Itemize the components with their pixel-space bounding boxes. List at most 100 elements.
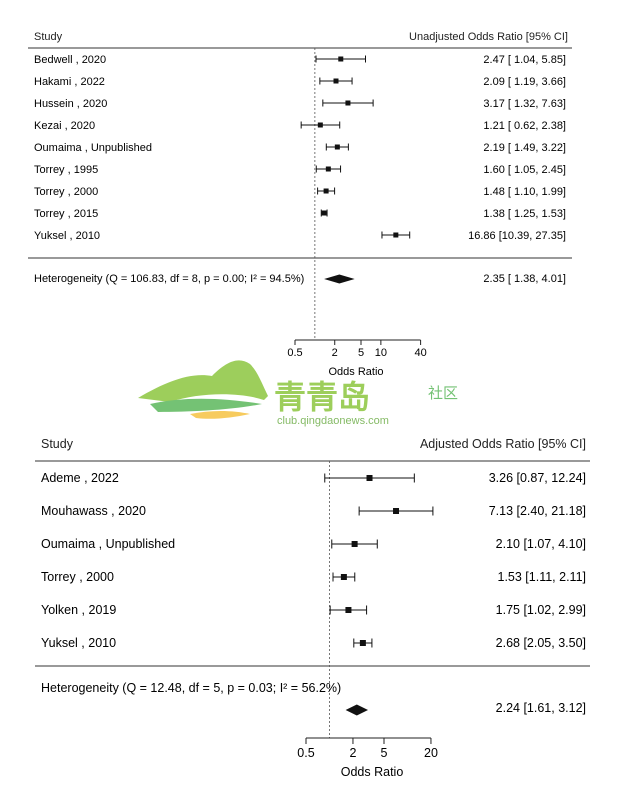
effect-text: 1.38 [ 1.25, 1.53]: [483, 208, 566, 220]
effect-text: 2.10 [1.07, 4.10]: [496, 537, 586, 551]
forest-plot-unadjusted: Study Unadjusted Odds Ratio [95% CI] Bed…: [28, 31, 572, 378]
study-label: Kezai , 2020: [34, 120, 95, 132]
study-row: Kezai , 2020 1.21 [ 0.62, 2.38]: [34, 120, 566, 132]
point-estimate: [393, 232, 399, 238]
point-estimate: [359, 640, 366, 646]
watermark-suffix: 社区: [428, 385, 458, 402]
forest-plot-adjusted: Study Adjusted Odds Ratio [95% CI] Ademe…: [35, 437, 590, 779]
mountain-logo-icon: [138, 360, 268, 419]
x-tick: 5: [381, 738, 388, 760]
study-label: Ademe , 2022: [41, 471, 119, 485]
study-label: Hussein , 2020: [34, 98, 107, 110]
point-estimate: [340, 574, 347, 580]
effect-text: 2.09 [ 1.19, 3.66]: [483, 76, 566, 88]
study-row: Torrey , 1995 1.60 [ 1.05, 2.45]: [34, 164, 566, 176]
x-tick-label: 5: [358, 347, 364, 359]
study-label: Oumaima , Unpublished: [34, 142, 152, 154]
study-label: Torrey , 1995: [34, 164, 98, 176]
summary-diamond: [345, 704, 369, 716]
x-tick: 10: [375, 340, 387, 359]
study-rows: Ademe , 2022 3.26 [0.87, 12.24] Mouhawas…: [41, 471, 586, 650]
point-estimate: [334, 144, 340, 150]
x-tick-label: 2: [349, 746, 356, 760]
x-tick: 20: [424, 738, 438, 760]
study-row: Hussein , 2020 3.17 [ 1.32, 7.63]: [34, 98, 566, 110]
watermark: 青青岛 社区 club.qingdaonews.com: [138, 360, 458, 427]
effect-text: 2.47 [ 1.04, 5.85]: [483, 54, 566, 66]
study-label: Torrey , 2015: [34, 208, 98, 220]
study-row: Mouhawass , 2020 7.13 [2.40, 21.18]: [41, 504, 586, 518]
study-label: Torrey , 2000: [41, 570, 114, 584]
effect-text: 1.75 [1.02, 2.99]: [496, 603, 586, 617]
study-label: Torrey , 2000: [34, 186, 98, 198]
study-row: Hakami , 2022 2.09 [ 1.19, 3.66]: [34, 76, 566, 88]
effect-text: 1.53 [1.11, 2.11]: [498, 570, 587, 584]
summary-row: Heterogeneity (Q = 106.83, df = 8, p = 0…: [34, 273, 566, 285]
header-study: Study: [41, 437, 74, 451]
study-label: Mouhawass , 2020: [41, 504, 146, 518]
summary-effect-text: 2.35 [ 1.38, 4.01]: [483, 273, 566, 285]
study-row: Ademe , 2022 3.26 [0.87, 12.24]: [41, 471, 586, 485]
x-tick: 0.5: [297, 738, 315, 760]
x-tick-label: 20: [424, 746, 438, 760]
point-estimate: [366, 475, 373, 481]
study-row: Yolken , 2019 1.75 [1.02, 2.99]: [41, 603, 586, 617]
effect-text: 1.48 [ 1.10, 1.99]: [483, 186, 566, 198]
x-tick: 2: [349, 738, 356, 760]
summary-row: Heterogeneity (Q = 12.48, df = 5, p = 0.…: [41, 681, 586, 716]
effect-text: 3.26 [0.87, 12.24]: [489, 471, 586, 485]
x-axis-title: Odds Ratio: [341, 765, 404, 779]
x-tick-label: 2: [332, 347, 338, 359]
heterogeneity-label: Heterogeneity (Q = 106.83, df = 8, p = 0…: [34, 273, 304, 285]
watermark-title: 青青岛: [274, 378, 370, 416]
point-estimate: [393, 508, 400, 514]
x-tick-label: 5: [381, 746, 388, 760]
x-tick-label: 40: [414, 347, 426, 359]
study-row: Yuksel , 2010 16.86 [10.39, 27.35]: [34, 230, 566, 242]
x-tick: 5: [358, 340, 364, 359]
effect-text: 2.19 [ 1.49, 3.22]: [483, 142, 566, 154]
point-estimate: [351, 541, 358, 547]
study-label: Yuksel , 2010: [34, 230, 100, 242]
effect-text: 16.86 [10.39, 27.35]: [468, 230, 566, 242]
summary-effect-text: 2.24 [1.61, 3.12]: [496, 701, 586, 715]
x-axis-title: Odds Ratio: [328, 366, 383, 378]
point-estimate: [333, 78, 339, 84]
header-effect: Adjusted Odds Ratio [95% CI]: [420, 437, 586, 451]
heterogeneity-label: Heterogeneity (Q = 12.48, df = 5, p = 0.…: [41, 681, 341, 695]
study-rows: Bedwell , 2020 2.47 [ 1.04, 5.85] Hakami…: [34, 54, 566, 242]
study-row: Bedwell , 2020 2.47 [ 1.04, 5.85]: [34, 54, 566, 66]
study-row: Torrey , 2000 1.53 [1.11, 2.11]: [41, 570, 586, 584]
study-label: Bedwell , 2020: [34, 54, 106, 66]
study-row: Oumaima , Unpublished 2.10 [1.07, 4.10]: [41, 537, 586, 551]
study-row: Torrey , 2015 1.38 [ 1.25, 1.53]: [34, 208, 566, 220]
x-tick: 40: [414, 340, 427, 359]
x-tick-label: 0.5: [297, 746, 314, 760]
watermark-url: club.qingdaonews.com: [277, 415, 389, 427]
point-estimate: [325, 166, 331, 172]
study-label: Oumaima , Unpublished: [41, 537, 175, 551]
x-axis: 0.5 2 5 10 40 Odds Ratio: [287, 339, 427, 378]
x-tick: 0.5: [287, 340, 303, 359]
point-estimate: [323, 188, 329, 194]
effect-text: 3.17 [ 1.32, 7.63]: [483, 98, 566, 110]
effect-text: 2.68 [2.05, 3.50]: [496, 636, 586, 650]
study-row: Yuksel , 2010 2.68 [2.05, 3.50]: [41, 636, 586, 650]
x-axis: 0.5 2 5 20 Odds Ratio: [297, 737, 438, 779]
summary-diamond: [324, 274, 355, 284]
header-study: Study: [34, 31, 63, 43]
effect-text: 1.60 [ 1.05, 2.45]: [483, 164, 566, 176]
x-tick: 2: [332, 340, 338, 359]
study-label: Hakami , 2022: [34, 76, 105, 88]
point-estimate: [345, 100, 351, 106]
point-estimate: [338, 56, 344, 62]
study-row: Oumaima , Unpublished 2.19 [ 1.49, 3.22]: [34, 142, 566, 154]
study-label: Yolken , 2019: [41, 603, 116, 617]
effect-text: 1.21 [ 0.62, 2.38]: [483, 120, 566, 132]
study-row: Torrey , 2000 1.48 [ 1.10, 1.99]: [34, 186, 566, 198]
point-estimate: [321, 210, 327, 216]
point-estimate: [345, 607, 352, 613]
x-tick-label: 0.5: [287, 347, 302, 359]
x-tick-label: 10: [375, 347, 387, 359]
